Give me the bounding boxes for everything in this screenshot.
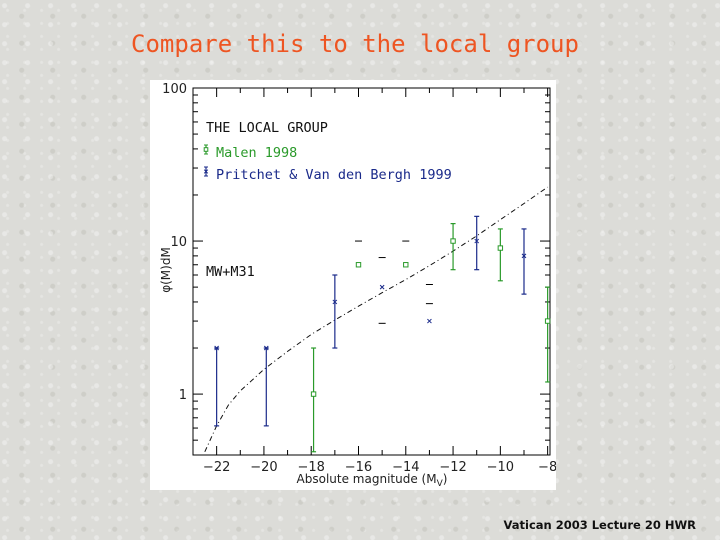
cross-marker-b (263, 345, 269, 351)
cross-marker-b (474, 238, 480, 244)
legend-swatch-pritchet (203, 166, 209, 177)
data-point-pritchet (521, 228, 527, 295)
series-layer (214, 215, 551, 453)
data-point-pritchet (214, 345, 220, 427)
data-point-malen (450, 223, 456, 271)
data-point-pritchet (332, 274, 338, 349)
x-axis-label-sub: V (437, 479, 444, 489)
square-marker (403, 262, 409, 268)
x-tick-label: −16 (345, 460, 372, 475)
slide-title: Compare this to the local group (131, 30, 579, 58)
slide-footer: Vatican 2003 Lecture 20 HWR (503, 518, 696, 532)
square-marker (497, 245, 504, 251)
legend-label-pritchet: Pritchet & Van den Bergh 1999 (216, 167, 452, 183)
square-marker (544, 318, 551, 324)
x-tick-label: −12 (439, 460, 466, 475)
axis-ticks (192, 87, 550, 456)
data-point-malen (355, 262, 362, 268)
data-point-pritchet (263, 345, 269, 427)
x-tick-label: −20 (250, 460, 277, 475)
schechter-curve-layer (204, 186, 548, 453)
x-axis-label-close: ) (443, 472, 448, 486)
x-tick-label: −8 (538, 460, 556, 475)
data-point-pritchet (379, 284, 385, 290)
legend-swatch-marker-b (203, 169, 209, 174)
plot-frame (192, 87, 551, 456)
legend-entry-malen: Malen 1998 (203, 144, 297, 161)
cross-marker-b (332, 299, 338, 305)
y-tick-label: 100 (162, 82, 187, 97)
legend-swatch-marker (203, 147, 209, 152)
schechter-curve (204, 186, 548, 453)
x-tick-labels: −22 −20 −18 −16 −14 −12 −10 −8 (203, 460, 556, 475)
legend-label-malen: Malen 1998 (216, 145, 297, 161)
data-point-malen (403, 262, 409, 268)
data-point-pritchet (474, 215, 480, 271)
chart-background (150, 80, 556, 490)
square-marker (355, 262, 362, 268)
data-point-pritchet (427, 318, 432, 324)
x-axis-label-main: Absolute magnitude (M (297, 472, 437, 486)
y-tick-labels: 1 10 100 (162, 82, 187, 403)
x-tick-label: −22 (203, 460, 230, 475)
legend: Malen 1998 Pritchet & Van den Bergh 1999 (203, 144, 452, 183)
y-axis-label: φ(M)dM (159, 247, 173, 293)
x-tick-label: −18 (297, 460, 324, 475)
data-point-malen (497, 228, 504, 282)
square-marker (450, 238, 456, 244)
chart-subtitle: MW+M31 (206, 264, 255, 280)
x-axis-label: Absolute magnitude (MV) (297, 472, 448, 489)
cross-marker-b (214, 345, 219, 351)
data-point-malen (310, 347, 317, 453)
y-tick-label: 10 (170, 235, 187, 250)
cross-marker-b (427, 318, 432, 324)
luminosity-function-chart: −22 −20 −18 −16 −14 −12 −10 −8 1 10 100 THE LOCAL… (150, 80, 556, 490)
y-tick-label: 1 (179, 388, 187, 403)
cross-marker-b (379, 284, 385, 290)
x-tick-label: −14 (392, 460, 419, 475)
legend-swatch-malen (203, 144, 209, 155)
cross-marker-b (521, 253, 527, 259)
chart-title: THE LOCAL GROUP (206, 120, 328, 136)
x-tick-label: −10 (487, 460, 514, 475)
square-marker (310, 391, 317, 397)
upper-limits-layer (354, 240, 433, 324)
data-point-malen (544, 286, 551, 383)
legend-entry-pritchet: Pritchet & Van den Bergh 1999 (203, 166, 452, 183)
